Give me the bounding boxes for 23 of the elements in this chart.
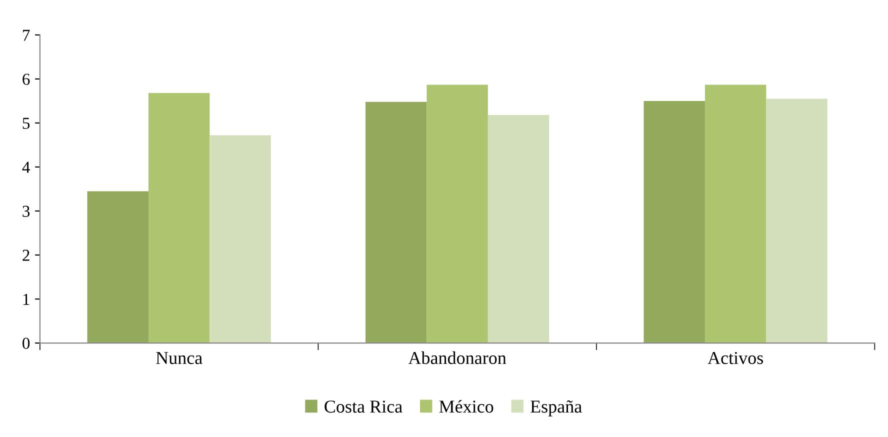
legend-label: Costa Rica [324, 400, 402, 413]
x-tick-label: Activos [708, 352, 763, 364]
y-tick-label: 2 [22, 250, 30, 261]
y-tick-label: 1 [23, 294, 30, 305]
y-tick-label: 6 [22, 74, 30, 85]
y-tick-label: 0 [22, 338, 30, 349]
y-tick-label: 5 [22, 118, 30, 129]
legend-label: México [439, 400, 494, 413]
y-tick-label: 3 [22, 206, 30, 217]
bar [366, 102, 427, 344]
bar [766, 98, 828, 344]
bar [488, 115, 550, 344]
bar [210, 135, 271, 344]
x-tick-label: Nunca [156, 352, 202, 364]
y-tick-label: 7 [23, 30, 30, 41]
legend-label: España [530, 400, 582, 416]
y-tick-label: 4 [22, 162, 30, 173]
bar [87, 191, 148, 344]
bar [148, 93, 210, 344]
bar [426, 84, 488, 344]
bar [704, 84, 766, 344]
x-tick-label: Abandonaron [408, 351, 506, 364]
bar [644, 100, 705, 344]
